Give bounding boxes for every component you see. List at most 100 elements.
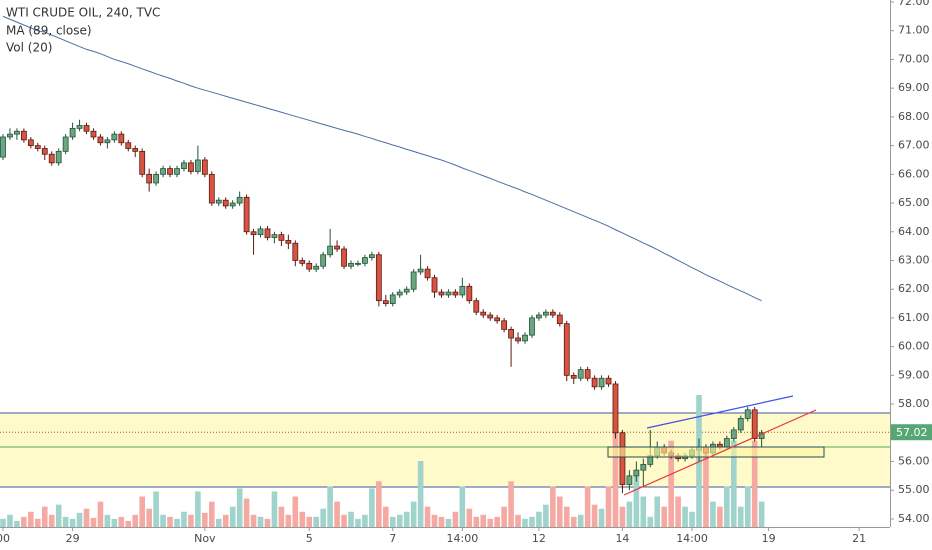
candle-body [215,199,222,204]
candles [0,15,765,494]
candle-body [368,254,375,259]
volume-bar [243,498,250,527]
candle-body [250,231,257,236]
candle-body [417,268,424,273]
candle-body [522,334,528,342]
candle-body [14,130,20,135]
y-tick-label: 71.00 [898,24,930,37]
candle-body [751,409,758,439]
candle-body [494,317,501,322]
candle-body [7,133,13,138]
volume-bar [424,506,431,527]
y-tick-label: 63.00 [898,253,930,266]
candle-body [83,125,90,132]
candle-body [438,291,445,296]
volume-bar [146,508,152,527]
candle-body [55,150,62,164]
candle-body [41,148,48,155]
volume-bar [494,516,500,527]
volume-bar [278,506,285,527]
volume-bar [459,486,466,527]
volume-bar [118,516,125,527]
candle-body [299,260,306,264]
volume-bar [271,491,278,527]
candle-body [487,314,494,319]
candle-body [229,202,236,207]
candle-body [334,245,340,250]
candle-body [243,196,250,233]
y-tick-label: 69.00 [898,81,930,94]
volume-bar [731,440,737,527]
candle-body [515,337,521,342]
volume-bar [529,516,535,527]
candle-body [313,265,320,270]
candle-body [626,475,633,485]
x-tick-label: 19 [762,532,776,545]
candle-body [90,130,97,138]
candle-body [181,162,187,169]
candle-body [744,409,751,419]
volume-bar [160,514,166,527]
candle-body [160,168,166,175]
y-tick-label: 64.00 [898,225,930,238]
volume [0,395,765,527]
volume-bar [744,486,751,527]
candle-body [459,285,466,296]
volume-bar [327,486,333,527]
volume-bar [195,491,201,527]
volume-bar [181,511,187,527]
volume-bar [438,516,445,527]
candle-body [431,277,438,293]
volume-bar [188,514,194,527]
candle-body [104,139,111,144]
volume-bar [257,516,264,527]
volume-bar [724,486,730,527]
candle-body [132,148,139,152]
y-tick-label: 58.00 [898,397,930,410]
volume-bar [703,450,709,527]
volume-bar [250,514,257,527]
volume-bar [125,520,132,527]
candle-body [605,377,612,385]
candle-body [473,300,480,313]
volume-bar [355,518,361,527]
y-tick-label: 54.00 [898,512,930,525]
candle-body [640,463,647,471]
candle-body [292,242,299,261]
candle-body [362,257,368,264]
volume-bar [215,518,222,527]
volume-bar [341,514,347,527]
x-tick-label: 14:00 [676,532,708,545]
volume-bar [550,486,556,527]
volume-bar [313,516,319,527]
volume-bar [320,508,326,527]
candle-body [536,314,542,319]
candle-body [278,234,285,241]
volume-bar [417,461,424,527]
y-tick-label: 56.00 [898,455,930,468]
candle-body [389,294,396,304]
volume-bar [167,516,173,527]
volume-legend: Vol (20) [6,41,52,55]
volume-bar [83,508,90,527]
volume-bar [661,506,667,527]
volume-bar [633,476,640,527]
volume-bar [466,508,473,527]
volume-bar [90,517,97,527]
candle-body [174,168,180,175]
volume-bar [104,514,111,527]
volume-bar [0,518,6,527]
candle-body [236,196,243,204]
volume-bar [654,496,661,527]
volume-bar [348,511,354,527]
volume-bar [7,514,13,527]
candle-body [619,432,626,485]
volume-bar [202,512,208,527]
volume-bar [751,440,758,527]
candle-body [153,173,160,184]
volume-bar [285,514,292,527]
x-tick-label: 12 [532,532,546,545]
candle-body [208,173,215,204]
